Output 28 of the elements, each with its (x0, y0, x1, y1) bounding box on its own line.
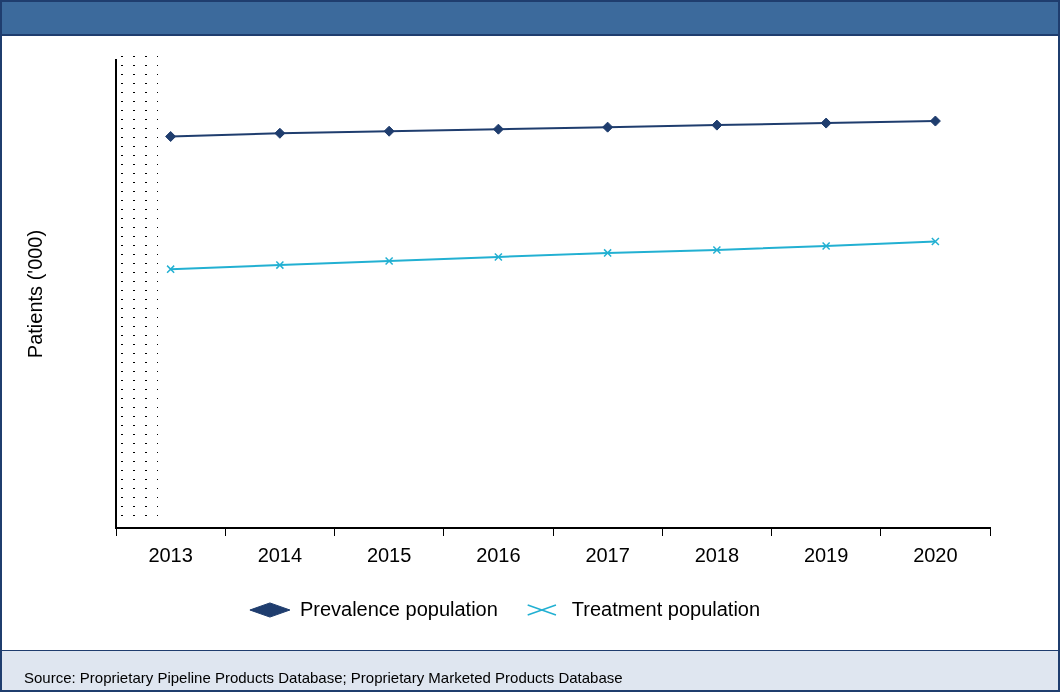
x-tick-label: 2020 (913, 543, 958, 566)
x-tick-label: 2013 (148, 543, 193, 566)
point (165, 131, 177, 143)
y-axis-title: Patients ('000) (23, 229, 46, 359)
point (275, 260, 285, 270)
point (166, 264, 175, 274)
point (929, 115, 941, 127)
x-tick-label: 2015 (366, 543, 412, 566)
source-note: Source: Proprietary Pipeline Products Database; Proprietary Marketed Products Database (24, 669, 623, 686)
point (820, 117, 832, 129)
point (711, 119, 723, 131)
x-tick-label: 2016 (476, 543, 521, 566)
point (603, 248, 612, 258)
point (274, 127, 286, 139)
legend-label: Prevalence population (299, 597, 498, 620)
point (492, 123, 504, 135)
point (494, 252, 503, 262)
x-tick-label: 2014 (257, 543, 303, 566)
point (383, 125, 395, 137)
x-tick-label: 2017 (585, 543, 630, 566)
x-tick-label: 2018 (694, 543, 740, 566)
point (602, 121, 614, 133)
point (931, 237, 940, 246)
x-tick-label: 2019 (803, 543, 849, 566)
legend-label: Treatment population (571, 597, 761, 620)
point (712, 245, 722, 255)
point (821, 241, 831, 251)
point (384, 256, 394, 266)
